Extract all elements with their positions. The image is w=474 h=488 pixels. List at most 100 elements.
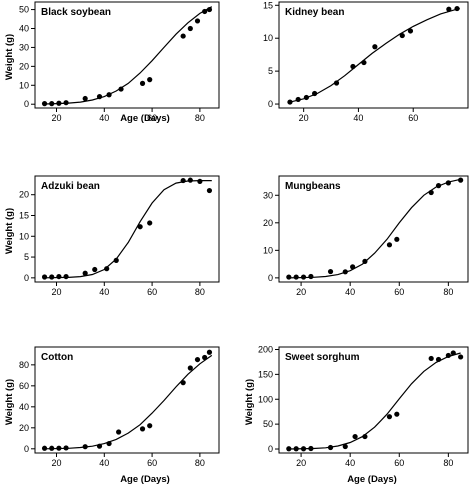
panel-0-xlabel: Age (Days) [120, 113, 170, 124]
panel-4-point-9 [147, 423, 153, 429]
panel-3-xtick-label-2: 60 [394, 287, 404, 297]
panel-cotton: Weight (g) Age (Days) Cotton 20 40 60 80 0 20 4… [4, 346, 220, 485]
panel-1-ytick-label-3: 15 [263, 0, 273, 10]
panel-4-point-1 [49, 445, 55, 451]
panel-2-ylabel: Weight (g) [4, 208, 15, 254]
panel-5-point-5 [342, 443, 348, 450]
panel-4-point-8 [139, 426, 146, 432]
panel-1-xtick-label-1: 40 [353, 113, 363, 123]
panel-1-ytick-label-0: 0 [268, 99, 273, 109]
panel-4-xtick-label-3: 80 [195, 458, 205, 468]
panel-4-point-14 [206, 349, 213, 355]
panel-5-point-7 [362, 433, 368, 440]
panel-3-point-10 [428, 189, 434, 196]
panel-5-point-8 [386, 414, 393, 420]
panel-1-fit-curve [289, 8, 460, 103]
panel-5-point-12 [445, 352, 451, 359]
panel-2-ytick-label-4: 20 [19, 190, 29, 200]
panel-0-point-9 [147, 77, 153, 83]
panel-1-point-1 [295, 96, 301, 103]
panel-2-xtick-label-1: 40 [99, 287, 109, 297]
panel-5-xtick-label-2: 60 [394, 458, 404, 468]
panel-1-point-2 [303, 94, 309, 101]
panel-3-point-6 [350, 264, 356, 270]
panel-5-point-9 [394, 411, 400, 417]
panel-0-ylabel: Weight (g) [4, 34, 15, 80]
panel-3-xtick-label-0: 20 [296, 287, 306, 297]
panel-3-ytick-label-1: 10 [263, 245, 273, 255]
panel-5-point-2 [300, 446, 307, 452]
panel-3-ytick-label-2: 20 [263, 218, 273, 228]
panel-3-point-13 [458, 177, 464, 183]
panel-3-point-5 [342, 269, 348, 275]
panel-0-fit-curve [44, 6, 213, 105]
panel-5-fit-curve [288, 352, 461, 450]
panel-1-point-4 [333, 80, 340, 86]
panel-1-point-0 [287, 99, 293, 105]
panel-2-point-11 [187, 177, 193, 183]
panel-4-point-13 [202, 354, 208, 361]
panel-0-point-5 [96, 94, 103, 100]
panel-0-point-2 [56, 100, 62, 106]
panel-0-frame [34, 1, 220, 109]
panel-4-xtick-label-0: 20 [51, 458, 61, 468]
panel-1-point-10 [446, 6, 452, 12]
panel-2-title: Adzuki bean [41, 181, 100, 192]
panel-1-point-7 [372, 44, 378, 50]
panel-5-point-3 [308, 445, 314, 452]
panel-0-ytick-label-3: 30 [19, 42, 29, 52]
panel-1-xtick-label-2: 60 [408, 113, 418, 123]
panel-3-point-7 [362, 258, 368, 264]
panel-3-point-2 [300, 274, 307, 280]
panel-0-point-12 [194, 18, 201, 24]
panel-1-point-5 [350, 63, 356, 70]
panel-0-point-1 [49, 101, 55, 107]
panel-0-point-14 [206, 6, 213, 13]
panel-2-fit-curve [44, 180, 212, 279]
panel-5-point-6 [352, 433, 358, 440]
panel-4-fit-curve [44, 354, 213, 450]
panel-2-point-1 [49, 274, 55, 280]
panel-2-ytick-label-1: 5 [24, 252, 29, 262]
panel-4-point-6 [106, 440, 112, 447]
panel-4-xtick-label-2: 60 [147, 458, 157, 468]
panel-3-point-0 [286, 274, 292, 280]
panel-0-point-0 [41, 101, 48, 107]
panel-5-frame [278, 346, 469, 454]
panel-4-xlabel: Age (Days) [120, 474, 170, 485]
panel-0-point-7 [118, 86, 124, 92]
panel-0-point-11 [187, 25, 193, 32]
panel-2-point-4 [82, 270, 88, 276]
panel-2-point-3 [63, 273, 69, 280]
panel-5-point-0 [286, 446, 292, 452]
panel-3-point-4 [327, 268, 334, 275]
panel-5-ytick-label-2: 100 [258, 394, 273, 404]
panel-0-xtick-label-0: 20 [51, 113, 61, 123]
panel-0-point-10 [180, 33, 186, 39]
panel-4-ytick-label-4: 80 [19, 360, 29, 370]
panel-1-point-6 [361, 59, 367, 66]
panel-5-ytick-label-3: 150 [258, 369, 273, 379]
panel-0-ytick-label-0: 0 [24, 99, 29, 109]
panel-0-point-3 [63, 100, 69, 106]
panel-5-ytick-label-4: 200 [258, 344, 273, 354]
panel-3-ytick-label-0: 0 [268, 273, 273, 283]
panel-2-frame [34, 175, 220, 283]
panel-2-point-9 [147, 220, 153, 226]
panel-adzuki-bean: Weight (g) Adzuki bean 20 40 60 80 0 5 10 15 20 [4, 175, 220, 297]
panel-0-ytick-label-2: 20 [19, 61, 29, 71]
panel-5-title: Sweet sorghum [285, 352, 360, 363]
panel-4-point-11 [187, 365, 193, 371]
panel-4-ytick-label-3: 60 [19, 381, 29, 391]
panel-5-point-11 [435, 356, 442, 363]
panel-4-point-7 [116, 429, 122, 435]
panel-2-point-13 [206, 187, 213, 194]
panel-5-ylabel: Weight (g) [244, 379, 255, 425]
panel-2-ytick-label-0: 0 [24, 273, 29, 283]
panel-1-xtick-label-0: 20 [299, 113, 309, 123]
panel-5-ytick-label-0: 0 [268, 444, 273, 454]
panel-0-xtick-label-1: 40 [99, 113, 109, 123]
panel-4-point-0 [41, 445, 48, 451]
panel-3-ytick-label-3: 30 [263, 190, 273, 200]
